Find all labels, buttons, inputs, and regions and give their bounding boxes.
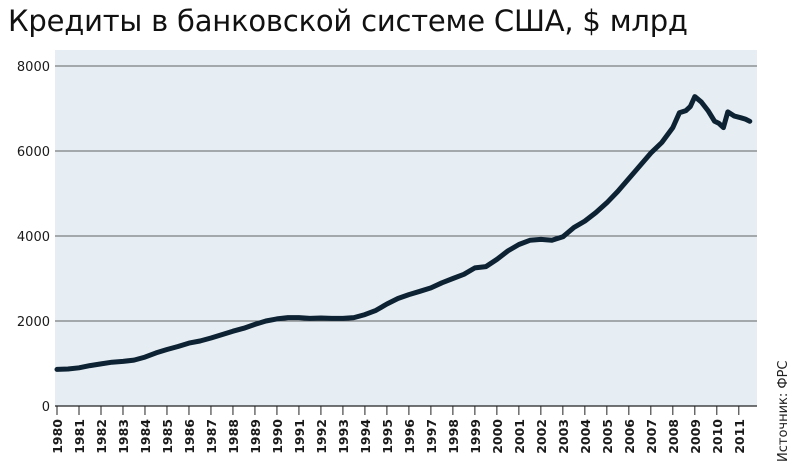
x-tick-label: 2000 <box>490 419 505 454</box>
x-tick-label: 2007 <box>644 419 659 454</box>
x-tick-label: 1993 <box>336 419 351 454</box>
x-tick-label: 1984 <box>138 419 153 454</box>
x-tick-label: 1997 <box>424 419 439 454</box>
x-tick-label: 1988 <box>226 419 241 454</box>
x-tick-label: 1981 <box>72 419 87 454</box>
x-tick-label: 2006 <box>622 419 637 454</box>
x-tick-label: 2001 <box>512 419 527 454</box>
x-tick-label: 2003 <box>556 419 571 454</box>
y-tick-label: 6000 <box>17 145 50 160</box>
source-note: Источник: ФРС <box>776 360 790 463</box>
y-axis-ticks: 0 2000 4000 6000 8000 <box>17 60 50 415</box>
x-tick-label: 2009 <box>688 419 703 454</box>
x-tick-label: 1980 <box>50 419 65 454</box>
x-tick-label: 1982 <box>94 419 109 454</box>
x-tick-label: 1983 <box>116 419 131 454</box>
y-tick-label: 0 <box>42 400 50 415</box>
x-tick-label: 2005 <box>600 419 615 454</box>
x-tick-label: 1999 <box>468 419 483 454</box>
x-tick-label: 1987 <box>204 419 219 454</box>
x-tick-label: 1989 <box>248 419 263 454</box>
series-group <box>54 94 753 372</box>
x-tick-label: 2008 <box>666 419 681 454</box>
x-tick-label: 1992 <box>314 419 329 454</box>
y-tick-label: 2000 <box>17 315 50 330</box>
x-tick-label: 2011 <box>732 419 747 454</box>
y-tick-label: 4000 <box>17 230 50 245</box>
chart-title: Кредиты в банковской системе США, $ млрд <box>8 4 688 38</box>
x-tick-label: 2002 <box>534 419 549 454</box>
x-tick-label: 1996 <box>402 419 417 454</box>
x-axis-ticks: 1980 1981 1982 1983 1984 1985 1986 1987 1988 1989… <box>50 406 747 454</box>
x-tick-label: 2010 <box>710 419 725 454</box>
x-tick-label: 1985 <box>160 419 175 454</box>
x-tick-label: 1994 <box>358 419 373 454</box>
x-tick-label: 1990 <box>270 419 285 454</box>
x-tick-label: 1998 <box>446 419 461 454</box>
x-tick-label: 1986 <box>182 419 197 454</box>
x-tick-label: 2004 <box>578 419 593 454</box>
y-tick-label: 8000 <box>17 60 50 75</box>
grid-lines <box>55 65 757 322</box>
x-tick-label: 1995 <box>380 419 395 454</box>
x-tick-label: 1991 <box>292 419 307 454</box>
